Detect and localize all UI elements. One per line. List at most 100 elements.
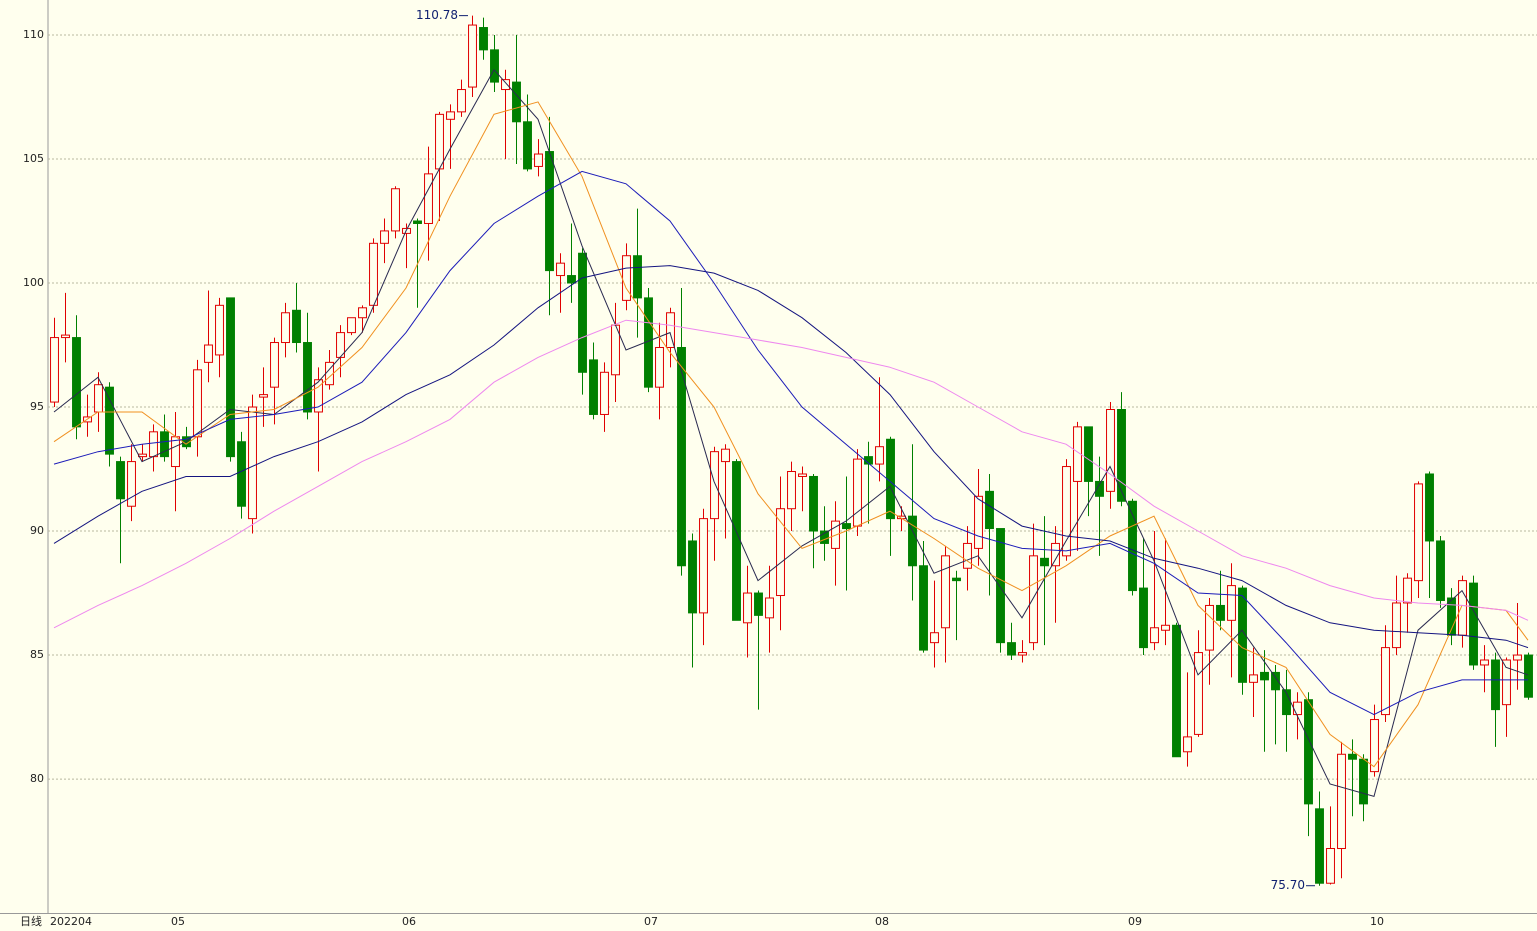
candle-body: [1502, 659, 1511, 706]
candle-body: [457, 89, 466, 113]
moving-average-line: [53, 101, 1529, 768]
candle-body: [369, 242, 378, 306]
candle-body: [1106, 408, 1115, 492]
candle-body: [875, 446, 884, 465]
candle-body: [116, 461, 125, 500]
moving-average-line: [53, 170, 1528, 716]
candle-body: [259, 394, 268, 398]
candle-body: [1315, 808, 1324, 884]
candle-body: [732, 461, 741, 621]
candle-body: [50, 337, 59, 403]
candle-body: [391, 188, 400, 232]
candle-body: [523, 121, 532, 170]
candle-body: [1337, 753, 1346, 850]
x-tick-label: 07: [644, 915, 658, 928]
candle-body: [1007, 642, 1016, 656]
y-tick-label: 110: [23, 28, 44, 41]
candle-body: [633, 255, 642, 299]
candle-body: [985, 490, 994, 530]
extreme-label: 75.70: [1271, 878, 1305, 892]
candle-body: [105, 386, 114, 455]
candle-body: [776, 508, 785, 597]
y-tick-label: 85: [30, 648, 44, 661]
candle-body: [1172, 624, 1181, 758]
candle-body: [1458, 580, 1467, 636]
y-tick-label: 90: [30, 524, 44, 537]
candle-body: [1194, 652, 1203, 735]
candle-body: [677, 346, 686, 567]
candle-body: [721, 448, 730, 463]
candle-body: [1062, 466, 1071, 557]
candle-body: [237, 441, 246, 507]
candle-body: [490, 49, 499, 83]
candle-body: [1414, 483, 1423, 582]
x-tick-label: 05: [171, 915, 185, 928]
candle-body: [1205, 604, 1214, 651]
candle-body: [820, 530, 829, 544]
candle-body: [765, 597, 774, 619]
candle-body: [1139, 587, 1148, 649]
candle-body: [919, 565, 928, 651]
candle-body: [1480, 659, 1489, 666]
candle-body: [1491, 659, 1500, 711]
candle-body: [941, 555, 950, 629]
moving-average-line: [53, 265, 1529, 649]
candle-body: [567, 275, 576, 284]
candle-body: [72, 337, 81, 428]
candle-body: [303, 342, 312, 413]
candle-body: [556, 262, 565, 277]
candle-body: [952, 577, 961, 582]
candle-body: [963, 542, 972, 569]
y-tick-label: 80: [30, 772, 44, 785]
candle-body: [1271, 671, 1280, 691]
candle-body: [534, 153, 543, 167]
x-tick-label: 202204: [50, 915, 92, 928]
candle-body: [842, 523, 851, 530]
candle-body: [479, 27, 488, 51]
y-tick-label: 100: [23, 276, 44, 289]
candle-body: [1051, 542, 1060, 567]
candle-body: [127, 461, 136, 507]
candle-body: [193, 369, 202, 438]
candle-body: [1524, 654, 1533, 698]
candle-body: [908, 515, 917, 567]
candle-body: [424, 173, 433, 224]
candle-body: [798, 473, 807, 477]
candle-body: [248, 406, 257, 520]
candle-body: [666, 312, 675, 348]
candle-body: [743, 592, 752, 624]
candle-body: [1227, 585, 1236, 621]
candle-body: [1359, 758, 1368, 805]
candle-body: [1249, 674, 1258, 683]
candle-body: [1084, 426, 1093, 482]
y-tick-label: 105: [23, 152, 44, 165]
y-tick-label: 95: [30, 400, 44, 413]
candle-body: [1018, 652, 1027, 656]
candle-body: [589, 359, 598, 415]
candle-body: [1469, 582, 1478, 666]
candle-body: [1425, 473, 1434, 542]
candle-body: [655, 346, 664, 388]
candle-body: [61, 334, 70, 339]
candle-body: [1260, 671, 1269, 681]
candle-body: [809, 475, 818, 532]
candle-body: [358, 307, 367, 319]
candle-body: [501, 79, 510, 91]
candle-body: [149, 431, 158, 458]
candle-body: [787, 471, 796, 510]
candle-body: [347, 317, 356, 334]
candle-body: [996, 528, 1005, 644]
candle-body: [1348, 753, 1357, 760]
x-tick-label: 09: [1128, 915, 1142, 928]
moving-average-line: [53, 68, 1529, 798]
candle-body: [710, 451, 719, 520]
candle-body: [600, 371, 609, 415]
candle-body: [1183, 736, 1192, 753]
candle-body: [94, 384, 103, 413]
candle-body: [226, 297, 235, 458]
candle-body: [1381, 647, 1390, 716]
candle-body: [1040, 557, 1049, 567]
candle-body: [281, 312, 290, 344]
candle-body: [1513, 654, 1522, 661]
